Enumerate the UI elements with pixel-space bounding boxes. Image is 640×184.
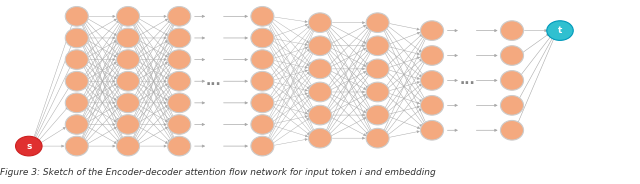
Ellipse shape bbox=[251, 115, 274, 134]
Ellipse shape bbox=[366, 13, 389, 33]
Ellipse shape bbox=[116, 136, 140, 156]
Ellipse shape bbox=[500, 95, 524, 115]
Ellipse shape bbox=[65, 93, 88, 113]
Ellipse shape bbox=[251, 136, 274, 156]
Ellipse shape bbox=[308, 36, 332, 56]
Ellipse shape bbox=[168, 115, 191, 134]
Ellipse shape bbox=[500, 121, 524, 140]
Ellipse shape bbox=[500, 71, 524, 90]
Ellipse shape bbox=[168, 50, 191, 69]
Ellipse shape bbox=[65, 136, 88, 156]
Ellipse shape bbox=[251, 6, 274, 26]
Text: t: t bbox=[558, 26, 562, 35]
Ellipse shape bbox=[251, 71, 274, 91]
Ellipse shape bbox=[168, 71, 191, 91]
Ellipse shape bbox=[116, 6, 140, 26]
Ellipse shape bbox=[547, 21, 573, 40]
Ellipse shape bbox=[308, 128, 332, 148]
Ellipse shape bbox=[366, 128, 389, 148]
Ellipse shape bbox=[308, 105, 332, 125]
Text: Figure 3: Sketch of the Encoder-decoder attention flow network for input token i: Figure 3: Sketch of the Encoder-decoder … bbox=[0, 168, 436, 177]
Ellipse shape bbox=[116, 115, 140, 134]
Ellipse shape bbox=[15, 136, 42, 156]
Ellipse shape bbox=[366, 105, 389, 125]
Text: ...: ... bbox=[205, 74, 221, 88]
Text: ...: ... bbox=[460, 73, 475, 87]
Ellipse shape bbox=[420, 21, 444, 40]
Ellipse shape bbox=[420, 71, 444, 90]
Ellipse shape bbox=[116, 93, 140, 113]
Ellipse shape bbox=[500, 21, 524, 40]
Ellipse shape bbox=[251, 50, 274, 69]
Ellipse shape bbox=[116, 50, 140, 69]
Ellipse shape bbox=[500, 46, 524, 65]
Ellipse shape bbox=[65, 6, 88, 26]
Ellipse shape bbox=[168, 28, 191, 48]
Ellipse shape bbox=[420, 95, 444, 115]
Ellipse shape bbox=[420, 46, 444, 65]
Ellipse shape bbox=[65, 50, 88, 69]
Ellipse shape bbox=[251, 93, 274, 113]
Text: s: s bbox=[26, 142, 31, 151]
Ellipse shape bbox=[116, 28, 140, 48]
Ellipse shape bbox=[65, 28, 88, 48]
Ellipse shape bbox=[366, 82, 389, 102]
Ellipse shape bbox=[168, 136, 191, 156]
Ellipse shape bbox=[65, 115, 88, 134]
Ellipse shape bbox=[168, 6, 191, 26]
Ellipse shape bbox=[116, 71, 140, 91]
Ellipse shape bbox=[308, 82, 332, 102]
Ellipse shape bbox=[308, 59, 332, 79]
Ellipse shape bbox=[251, 28, 274, 48]
Ellipse shape bbox=[308, 13, 332, 33]
Ellipse shape bbox=[168, 93, 191, 113]
Ellipse shape bbox=[366, 59, 389, 79]
Ellipse shape bbox=[420, 121, 444, 140]
Ellipse shape bbox=[366, 36, 389, 56]
Ellipse shape bbox=[65, 71, 88, 91]
